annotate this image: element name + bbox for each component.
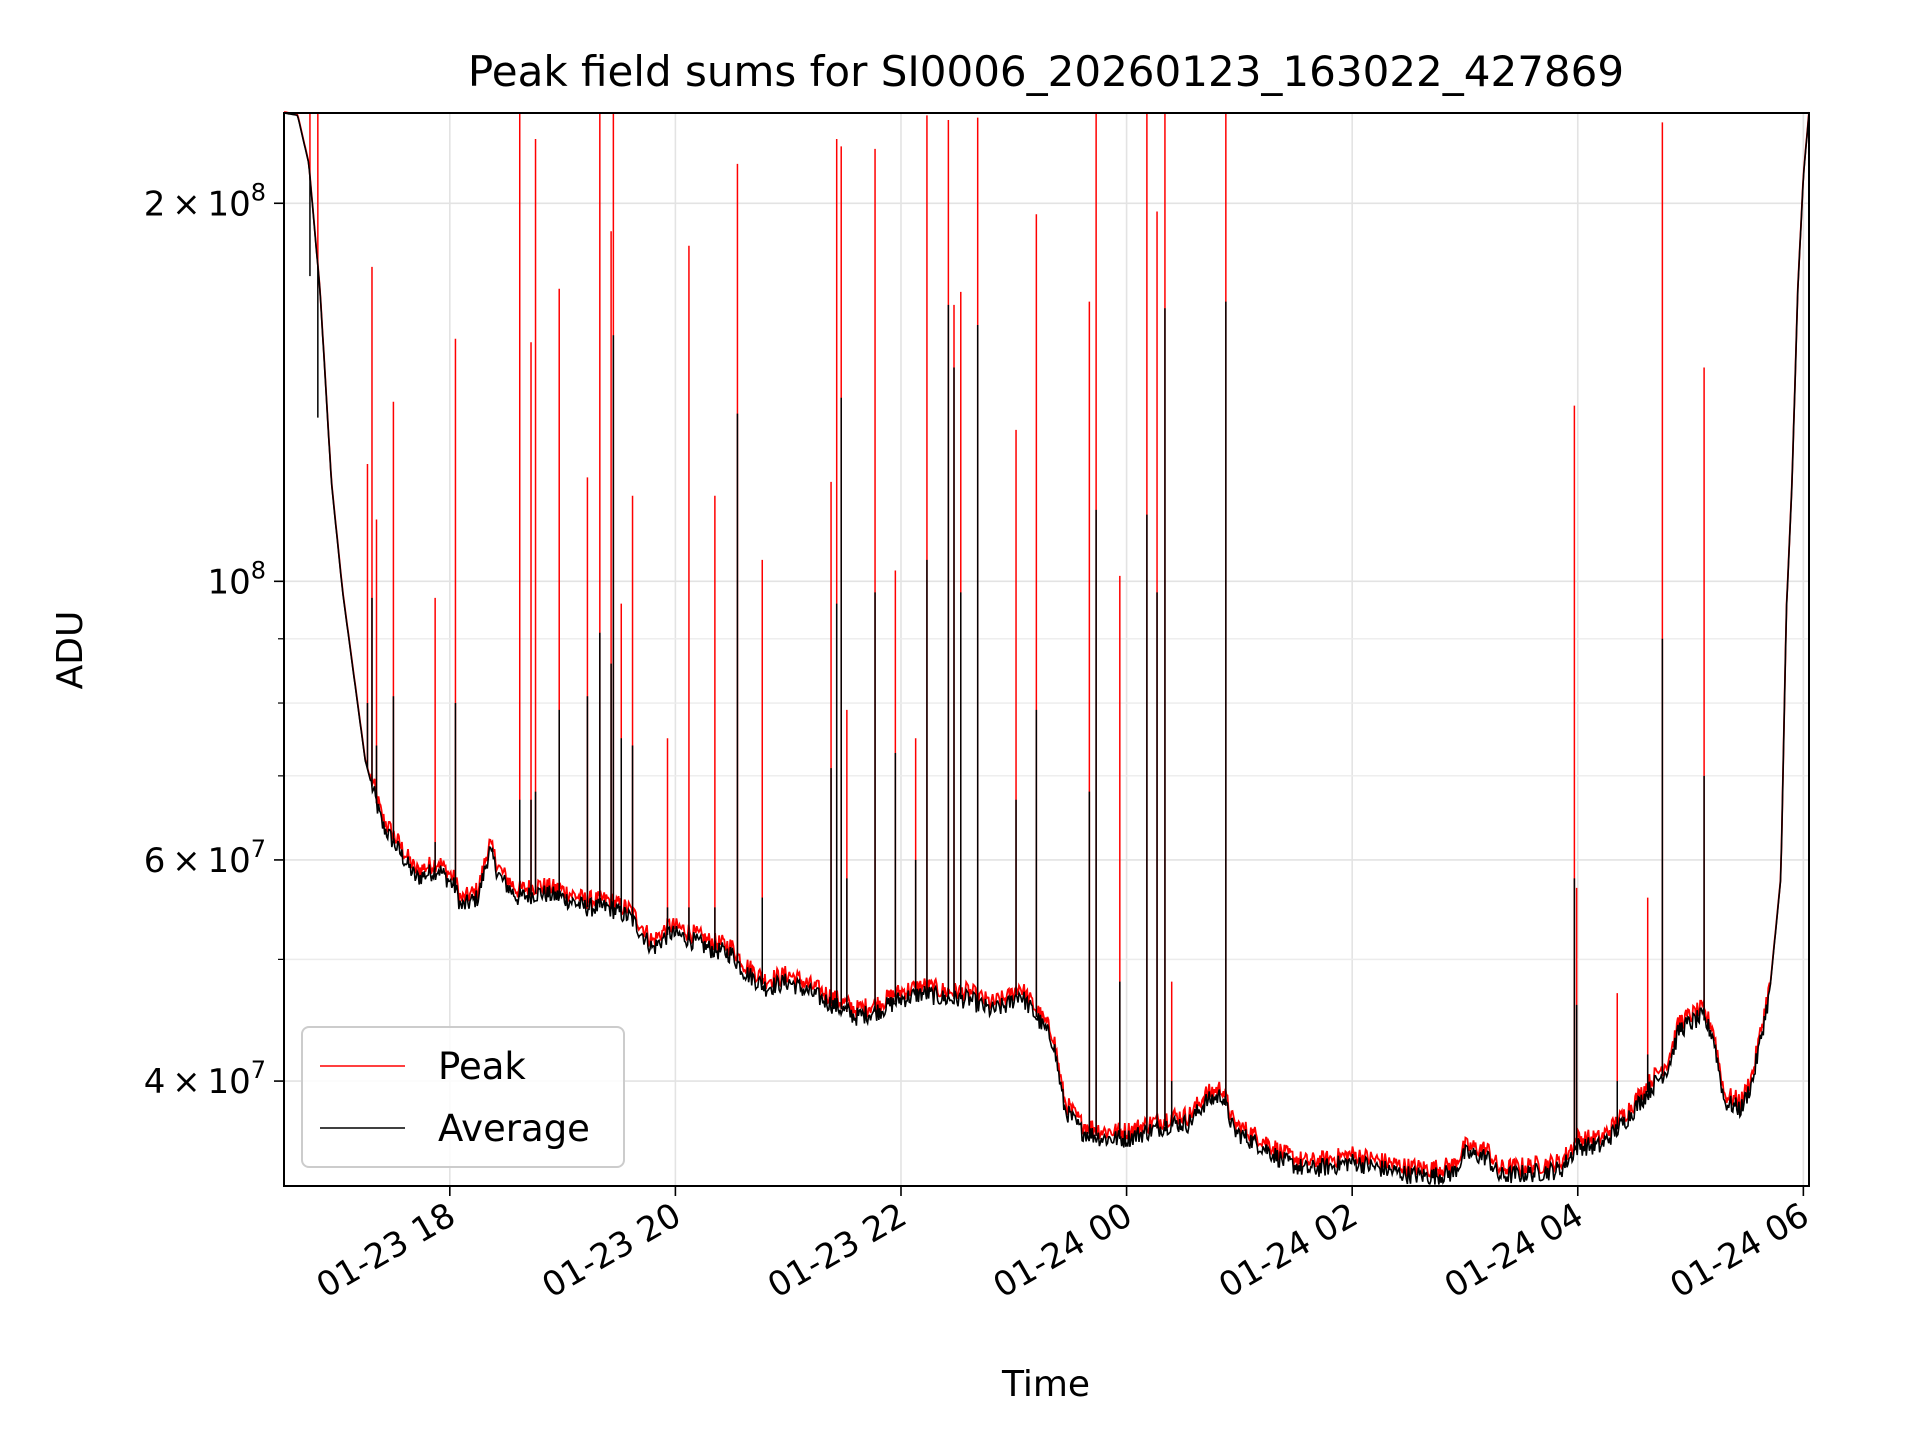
peak-series bbox=[283, 111, 1810, 1178]
average-series bbox=[283, 112, 1810, 1185]
legend: Peak Average bbox=[301, 1026, 625, 1168]
legend-average-label: Average bbox=[438, 1107, 590, 1150]
legend-peak-label: Peak bbox=[438, 1045, 526, 1088]
peak-line bbox=[283, 111, 1810, 1178]
x-tick-label: 01-23 20 bbox=[536, 1195, 688, 1306]
x-tick-label: 01-24 06 bbox=[1663, 1195, 1815, 1306]
legend-box bbox=[301, 1026, 625, 1168]
y-tick-label: 6 × 107 bbox=[144, 835, 266, 881]
y-tick-label: 2 × 108 bbox=[144, 178, 266, 224]
grid bbox=[284, 113, 1809, 1186]
chart-title: Peak field sums for SI0006_20260123_1630… bbox=[468, 47, 1624, 96]
average-line bbox=[283, 112, 1810, 1185]
x-tick-label: 01-24 00 bbox=[987, 1195, 1139, 1306]
y-tick-label: 4 × 107 bbox=[144, 1056, 266, 1102]
y-axis: 4 × 107 6 × 107 108 2 × 108 bbox=[144, 178, 284, 1102]
x-axis: 01-23 18 01-23 20 01-23 22 01-24 00 01-24 02… bbox=[310, 1186, 1816, 1306]
x-tick-label: 01-23 18 bbox=[310, 1195, 462, 1306]
plot-frame bbox=[283, 112, 1810, 1187]
y-axis-label: ADU bbox=[50, 611, 91, 690]
y-tick-label: 108 bbox=[207, 556, 266, 602]
x-axis-label: Time bbox=[1001, 1364, 1090, 1405]
x-tick-label: 01-24 02 bbox=[1212, 1195, 1364, 1306]
x-tick-label: 01-23 22 bbox=[761, 1195, 913, 1306]
x-tick-label: 01-24 04 bbox=[1438, 1195, 1590, 1306]
